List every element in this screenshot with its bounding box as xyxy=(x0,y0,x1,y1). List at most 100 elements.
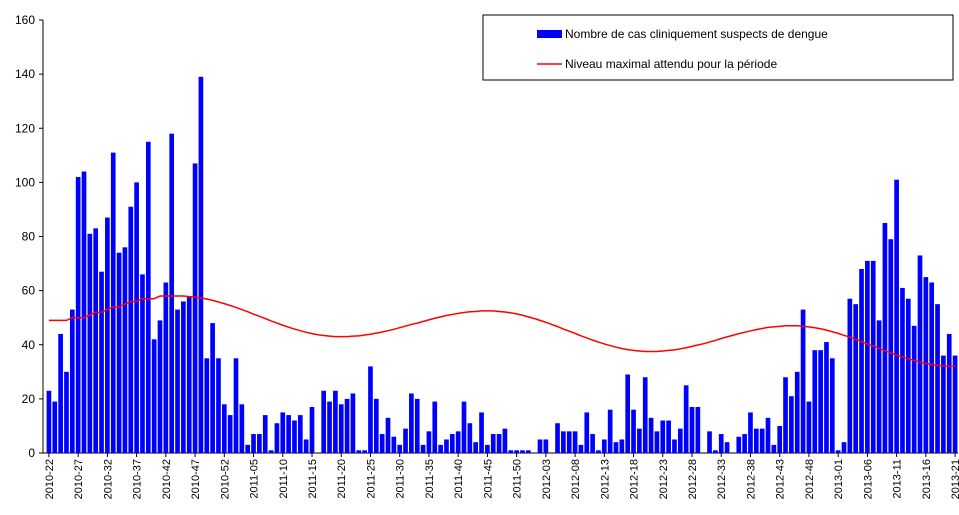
bar xyxy=(362,450,367,453)
bar xyxy=(765,417,771,453)
bar xyxy=(555,423,560,453)
bar xyxy=(391,436,397,453)
bar xyxy=(455,431,461,453)
bar xyxy=(333,390,338,453)
x-tick-label: 2010-37 xyxy=(132,459,144,499)
bar xyxy=(683,385,689,453)
bar xyxy=(69,309,75,453)
bar xyxy=(847,298,853,453)
bar xyxy=(157,320,163,453)
x-tick-label: 2011-35 xyxy=(424,459,436,499)
x-tick-label: 2012-03 xyxy=(541,459,553,499)
bar xyxy=(192,163,198,453)
bar xyxy=(742,434,747,453)
bar xyxy=(128,206,134,453)
bar xyxy=(432,401,438,453)
x-tick-label: 2011-10 xyxy=(278,459,290,499)
bar xyxy=(473,442,479,453)
bar xyxy=(625,374,631,453)
bar xyxy=(105,217,110,453)
bar xyxy=(438,444,443,453)
bar xyxy=(303,439,309,453)
bar xyxy=(461,401,467,453)
bar xyxy=(426,431,432,453)
bar xyxy=(385,417,391,453)
bar xyxy=(251,434,256,453)
y-tick-label: 80 xyxy=(22,230,36,244)
x-tick-label: 2012-18 xyxy=(629,459,641,499)
bar xyxy=(520,450,525,453)
bar xyxy=(292,420,297,453)
bar xyxy=(338,404,344,453)
bar xyxy=(601,439,607,453)
bar xyxy=(116,252,122,453)
bar xyxy=(607,409,613,453)
x-tick-label: 2012-33 xyxy=(716,459,728,499)
bar xyxy=(888,239,894,453)
bar xyxy=(648,417,654,453)
bar xyxy=(812,350,818,453)
bar xyxy=(140,274,145,453)
x-tick-label: 2010-42 xyxy=(161,459,173,499)
x-tick-label: 2012-48 xyxy=(804,459,816,499)
bar xyxy=(935,304,940,453)
bar xyxy=(280,412,286,453)
bar xyxy=(572,431,578,453)
bar xyxy=(666,420,671,453)
bar xyxy=(748,412,753,453)
bar xyxy=(420,444,426,453)
bar xyxy=(865,260,870,453)
bar xyxy=(777,425,783,453)
bar xyxy=(239,404,245,453)
bar xyxy=(578,444,584,453)
bar xyxy=(52,401,58,453)
bar xyxy=(356,450,362,453)
x-tick-label: 2012-13 xyxy=(599,459,611,499)
bar xyxy=(771,444,777,453)
x-tick-label: 2010-27 xyxy=(73,459,85,499)
x-tick-label: 2011-40 xyxy=(453,459,465,499)
bar xyxy=(724,442,730,453)
bar xyxy=(75,176,81,453)
bar xyxy=(894,179,899,453)
x-tick-label: 2011-25 xyxy=(365,459,377,499)
x-tick-label: 2010-47 xyxy=(190,459,202,499)
bar xyxy=(490,434,496,453)
bar xyxy=(508,450,514,453)
bar xyxy=(882,222,888,453)
bar xyxy=(163,282,169,453)
bar xyxy=(789,396,794,453)
y-tick-label: 160 xyxy=(15,13,35,27)
x-tick-label: 2012-28 xyxy=(687,459,699,499)
bar xyxy=(297,415,303,453)
bar xyxy=(151,339,157,453)
bar xyxy=(941,355,946,453)
bar xyxy=(946,333,952,453)
bar xyxy=(707,431,712,453)
bar xyxy=(221,404,227,453)
y-tick-label: 60 xyxy=(22,284,36,298)
bar xyxy=(637,428,642,453)
bar xyxy=(905,298,911,453)
bar xyxy=(368,366,373,453)
legend: Nombre de cas cliniquement suspects de d… xyxy=(482,14,954,81)
bar xyxy=(929,282,935,453)
bar xyxy=(590,434,595,453)
bar xyxy=(467,423,473,453)
bar xyxy=(344,398,350,453)
bar xyxy=(672,439,677,453)
bar xyxy=(794,371,800,453)
bar xyxy=(917,255,923,453)
y-tick-label: 40 xyxy=(22,338,36,352)
legend-label: Nombre de cas cliniquement suspects de d… xyxy=(565,27,828,41)
bar xyxy=(186,296,192,453)
bar xyxy=(543,439,549,453)
bar xyxy=(81,171,87,454)
bar xyxy=(110,152,116,453)
bar xyxy=(859,268,864,453)
bar xyxy=(216,358,221,453)
bar xyxy=(713,450,718,453)
bar xyxy=(911,325,917,453)
bar xyxy=(414,398,420,453)
bar xyxy=(800,309,806,453)
